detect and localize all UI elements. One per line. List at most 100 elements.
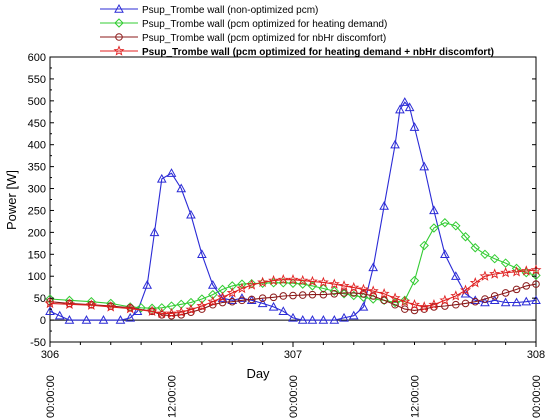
data-point [500,297,511,307]
data-point [307,315,318,324]
data-point [511,266,523,277]
data-point [246,279,258,290]
data-point [287,273,299,285]
data-point [430,303,438,311]
legend-label: Psup_Trombe wall (pcm optimized for nbHr… [142,33,386,44]
x-time-label: 12:00:00 [167,375,179,418]
data-point [460,232,471,242]
data-point [400,305,409,313]
data-point [429,223,439,233]
data-point [358,301,369,311]
data-point [512,285,521,294]
data-point [357,283,369,295]
data-point [196,300,208,311]
data-point [367,285,379,296]
y-tick-label: 250 [28,205,46,217]
data-point [132,306,143,316]
legend-item: Psup_Trombe wall (pcm optimized for heat… [100,45,494,58]
data-point [440,218,450,228]
data-point [420,305,429,313]
data-point [378,287,390,299]
data-point [389,292,401,303]
data-point [419,240,429,251]
data-point [409,122,420,131]
y-tick-label: -50 [30,337,46,349]
legend-label: Psup_Trombe wall (pcm optimized for heat… [142,19,387,30]
data-point [114,3,124,13]
x-time-label: 00:00:00 [45,375,57,418]
data-point [277,273,289,285]
x-tick-label: 307 [284,349,302,361]
data-point [186,297,196,308]
data-point [157,311,166,319]
x-tick-label: 306 [41,349,59,361]
data-point [500,266,512,278]
data-point [469,277,481,288]
data-point [207,279,218,289]
x-time-label: 12:00:00 [410,375,422,418]
data-point [197,249,207,259]
data-point [522,282,531,290]
y-tick-label: 500 [28,96,46,108]
y-tick-label: 600 [28,52,46,64]
data-point [136,303,146,313]
y-tick-label: 350 [28,162,46,174]
x-axis-title: Day [246,366,270,381]
data-point [156,173,167,183]
data-point [197,294,207,304]
data-point [531,295,541,305]
data-point [81,315,92,324]
data-point [186,209,196,219]
data-point [278,278,288,288]
y-axis: -50 0 50 100 150 200 250 300 350 400 450 500 550 600 [28,52,536,349]
data-point [308,290,317,299]
y-tick-label: 450 [28,118,46,130]
data-point [297,274,309,286]
data-point [246,278,257,289]
data-point [268,274,280,286]
legend: Psup_Trombe wall (non-optimized pcm) Psup… [100,3,494,58]
data-point [419,161,430,171]
legend-label: Psup_Trombe wall (non-optimized pcm) [142,5,318,16]
data-point [418,301,430,312]
data-point [297,315,308,324]
data-point [247,295,256,304]
data-point [318,315,329,324]
data-point [114,18,124,28]
data-point [439,294,451,306]
data-point [98,315,109,324]
legend-label: Psup_Trombe wall (pcm optimized for heat… [142,47,494,58]
data-point [429,205,439,215]
data-point [115,33,123,41]
data-point [338,280,350,291]
data-point [167,311,176,320]
data-point [227,281,237,291]
data-point [149,227,160,237]
plot-area [44,56,542,343]
data-point [461,299,470,308]
data-point [142,279,153,289]
data-point [348,310,359,320]
data-point [227,295,238,305]
data-point [125,312,136,322]
data-point [64,315,75,324]
data-point [470,295,481,305]
data-point [452,300,460,309]
data-point [177,311,186,319]
data-point [451,221,461,231]
data-point [54,310,65,320]
data-point [217,291,229,302]
data-point [348,281,360,293]
data-point [105,301,117,312]
data-point [124,302,136,314]
data-point [176,183,187,193]
data-point [395,104,405,114]
data-point [379,201,389,210]
data-point [450,271,461,280]
data-point [289,291,297,300]
data-point [328,278,340,289]
x-tick-label: 308 [527,349,545,361]
data-point [329,315,340,324]
data-point [479,270,491,281]
